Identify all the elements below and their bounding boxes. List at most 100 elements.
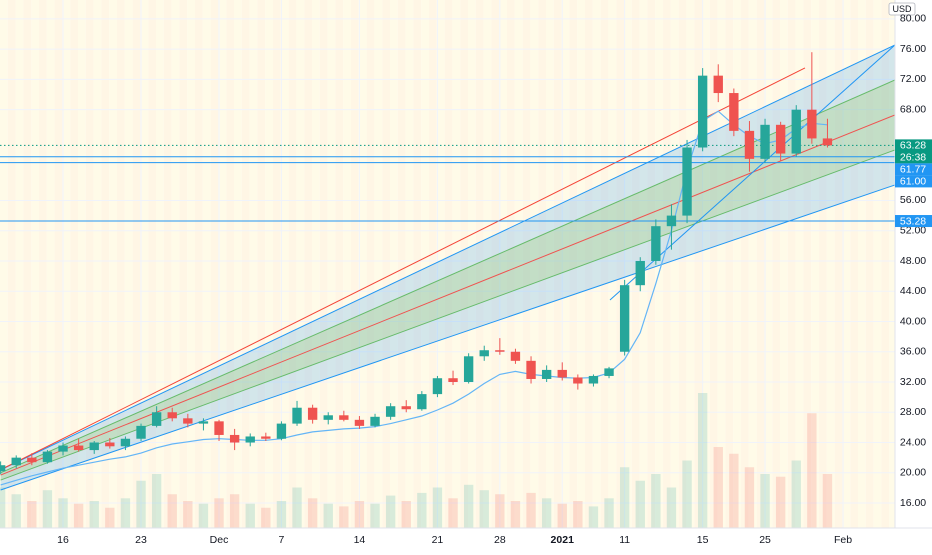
session-stripe	[499, 0, 508, 528]
session-stripe	[39, 0, 47, 528]
session-stripe	[577, 0, 586, 528]
session-stripe	[288, 0, 297, 528]
price-label: 61.00	[900, 176, 926, 188]
session-stripe	[756, 0, 765, 528]
session-stripe	[280, 0, 289, 528]
candle-body	[58, 445, 68, 452]
volume-bar	[167, 494, 177, 528]
volume-bar	[822, 474, 833, 528]
volume-bar	[136, 480, 146, 528]
candle-body	[635, 260, 645, 286]
session-stripe	[156, 0, 164, 528]
y-tick-label: 68.00	[900, 103, 926, 115]
session-stripe	[522, 0, 531, 528]
session-stripe	[23, 0, 32, 528]
x-tick-label: 15	[697, 534, 709, 546]
candle-body	[323, 415, 333, 420]
candle-body	[151, 412, 162, 426]
channel-fill	[0, 44, 895, 491]
volume-bar	[682, 460, 692, 528]
session-stripe	[842, 0, 851, 528]
candle-body	[588, 375, 599, 384]
candle-body	[760, 124, 770, 159]
session-stripe	[647, 0, 656, 528]
candle-body	[136, 425, 146, 439]
x-tick-label: 11	[619, 534, 630, 546]
volume-bar	[729, 453, 739, 528]
session-stripe	[546, 0, 554, 528]
candle-body	[307, 407, 318, 420]
candle-body	[42, 451, 53, 463]
volume-bar	[588, 506, 599, 528]
y-tick-label: 48.00	[900, 255, 926, 267]
volume-bar	[775, 476, 786, 528]
candle-body	[729, 93, 739, 131]
y-tick-label: 16.00	[900, 497, 926, 509]
axes: 16.00 20.00 24.00 28.00 32.00 36.00 40.00 44.00…	[57, 13, 932, 546]
session-stripe	[171, 0, 180, 528]
trend-line	[0, 114, 895, 476]
session-stripe	[834, 0, 843, 528]
volume-bar	[417, 492, 427, 528]
session-stripe	[452, 0, 461, 528]
session-stripe	[795, 0, 804, 528]
trend-line	[0, 149, 895, 481]
session-stripe	[553, 0, 562, 528]
candle-body	[479, 350, 489, 357]
session-stripe	[678, 0, 687, 528]
candle-body	[495, 350, 505, 352]
candle-body	[463, 356, 474, 383]
candle-body	[11, 457, 21, 466]
candle-body	[339, 415, 349, 420]
volume-bar	[479, 490, 489, 528]
y-tick-label: 24.00	[900, 436, 926, 448]
session-stripe	[234, 0, 242, 528]
candle-body	[401, 406, 411, 410]
trend-line	[0, 67, 806, 471]
volume-bar	[510, 501, 521, 528]
volume-bar	[0, 487, 6, 528]
session-stripe	[195, 0, 203, 528]
session-stripe	[241, 0, 250, 528]
candle-body	[651, 226, 661, 261]
session-stripe	[850, 0, 859, 528]
price-label: 63.28	[900, 140, 926, 152]
session-stripe	[748, 0, 757, 528]
price-label-box	[895, 139, 932, 164]
candle-body	[245, 436, 255, 443]
session-stripe	[249, 0, 258, 528]
volume-bar	[105, 507, 115, 528]
session-stripe	[468, 0, 476, 528]
candle-body	[713, 75, 723, 94]
y-tick-label: 52.00	[900, 224, 926, 236]
session-stripe	[592, 0, 601, 528]
candle-body	[666, 215, 677, 227]
session-stripe	[202, 0, 211, 528]
volume-bar	[713, 447, 723, 528]
volume-bar	[385, 495, 396, 528]
volume-bar	[557, 503, 567, 528]
session-stripe	[881, 0, 890, 528]
candle-body	[807, 109, 817, 139]
price-label-box	[895, 215, 932, 228]
volume-pane	[0, 393, 833, 528]
volume-bar	[58, 498, 68, 528]
session-stripe	[132, 0, 141, 528]
y-tick-label: 80.00	[900, 13, 926, 25]
candle-body	[541, 369, 552, 379]
candle-body	[385, 406, 396, 417]
volume-bar	[307, 498, 318, 528]
price-label-box	[895, 163, 932, 176]
candle-body	[417, 394, 427, 410]
session-stripe	[694, 0, 703, 528]
volume-bar	[651, 474, 661, 528]
session-stripe	[865, 0, 874, 528]
y-tick-label: 28.00	[900, 406, 926, 418]
volume-bar	[463, 484, 474, 528]
volume-bar	[323, 503, 333, 528]
session-stripe	[530, 0, 539, 528]
trend-line	[0, 44, 895, 471]
time-axis	[0, 528, 932, 550]
session-stripe	[109, 0, 118, 528]
session-stripe	[312, 0, 320, 528]
